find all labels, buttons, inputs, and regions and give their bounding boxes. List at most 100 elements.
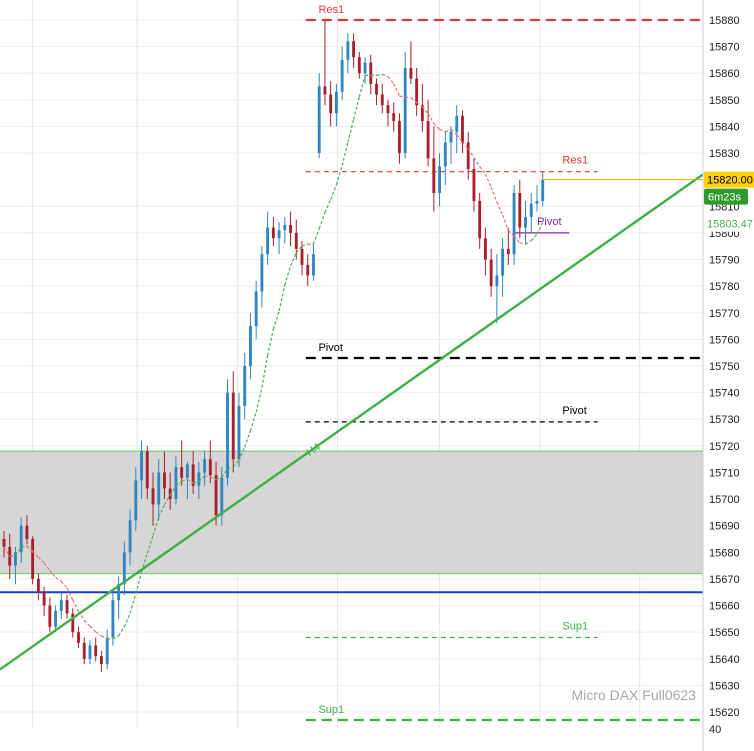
candle-body <box>122 552 126 585</box>
price-axis-tick: 15830 <box>709 148 740 160</box>
candle-body <box>36 578 40 593</box>
price-axis-tick: 15760 <box>709 334 740 346</box>
candle-body <box>398 121 401 154</box>
trendline-h4[interactable] <box>0 173 704 671</box>
candle-body <box>420 105 424 122</box>
candle-body <box>529 203 533 217</box>
candle-body <box>197 472 201 486</box>
price-axis-tick: 15670 <box>709 574 740 586</box>
countdown-text: 6m23s <box>708 192 742 204</box>
price-axis-tick: 15630 <box>709 680 740 692</box>
moving-average-segment <box>427 113 435 124</box>
moving-average-segment <box>272 310 280 330</box>
candle-body <box>117 584 121 601</box>
moving-average-segment <box>496 201 504 216</box>
candle-body <box>323 86 327 95</box>
moving-average-segment <box>135 571 143 594</box>
candle-body <box>82 642 86 659</box>
price-axis-tick: 15780 <box>709 281 740 293</box>
candle-body <box>329 94 333 114</box>
candle-body <box>334 91 338 114</box>
candle-body <box>99 656 103 665</box>
moving-average-segment <box>221 468 229 478</box>
moving-average-segment <box>484 173 492 188</box>
price-axis-tick: 15650 <box>709 627 740 639</box>
moving-average-segment <box>101 635 108 640</box>
moving-average-segment <box>530 233 538 241</box>
candle-body <box>266 227 270 255</box>
moving-average-segment <box>502 214 509 231</box>
moving-average-segment <box>376 73 383 76</box>
price-axis-tick: 15880 <box>709 15 740 27</box>
moving-average-segment <box>490 187 498 203</box>
candle-body <box>449 131 453 143</box>
ma-value-text: 15803.47 <box>707 219 753 231</box>
moving-average-segment <box>83 619 91 627</box>
candle-body <box>59 600 63 611</box>
moving-average-segment <box>192 480 200 484</box>
candle-body <box>237 405 241 460</box>
moving-average-segment <box>536 222 544 235</box>
candle-body <box>461 115 464 143</box>
moving-average-segment <box>324 199 332 213</box>
candle-body <box>65 600 69 614</box>
moving-average-segment <box>158 504 166 518</box>
moving-average-segment <box>21 545 28 549</box>
moving-average-segment <box>410 97 418 103</box>
moving-average-segment <box>421 106 429 115</box>
moving-average-segment <box>49 569 57 578</box>
candle-body <box>380 94 384 106</box>
candle-body <box>25 525 29 540</box>
price-axis-tick: 15690 <box>709 521 740 533</box>
moving-average-segment <box>55 576 62 582</box>
level-label-4: Pivot <box>562 405 586 417</box>
moving-average-segment <box>462 141 469 150</box>
moving-average-segment <box>146 535 154 554</box>
candle-body <box>71 613 75 633</box>
candle-body <box>375 83 378 95</box>
candle-body <box>415 78 419 106</box>
moving-average-segment <box>513 235 521 244</box>
price-axis-tick: 15700 <box>709 494 740 506</box>
candle-body <box>501 248 505 276</box>
candle-body <box>506 248 510 255</box>
candle-body <box>317 86 321 154</box>
moving-average-segment <box>112 635 119 640</box>
moving-average-segment <box>387 76 395 84</box>
candle-body <box>140 451 143 481</box>
candle-body <box>535 200 539 204</box>
moving-average-segment <box>227 466 234 470</box>
candle-body <box>283 224 287 231</box>
candle-body <box>145 451 149 489</box>
moving-average-segment <box>433 123 440 130</box>
moving-average-segment <box>169 485 177 496</box>
candle-body <box>409 67 413 79</box>
moving-average-segment <box>249 411 257 431</box>
moving-average-segment <box>152 516 160 536</box>
moving-average-segment <box>187 478 194 484</box>
level-label-1: Res1 <box>562 155 588 167</box>
candle-body <box>478 200 482 239</box>
moving-average-segment <box>198 475 205 482</box>
moving-average-segment <box>255 387 263 413</box>
moving-average-segment <box>416 101 423 108</box>
moving-average-segment <box>210 476 217 481</box>
candle-body <box>77 632 80 643</box>
candle-body <box>312 254 315 276</box>
bottom-axis-label: 40 <box>709 724 721 736</box>
candle-body <box>111 600 115 638</box>
candle-body <box>524 216 527 228</box>
candle-body <box>426 121 430 159</box>
level-label-3: Pivot <box>318 342 342 354</box>
candle-body <box>134 480 138 521</box>
candle-body <box>271 227 275 239</box>
moving-average-segment <box>163 494 171 506</box>
candle-body <box>174 467 178 500</box>
candle-body <box>2 539 6 547</box>
moving-average-segment <box>14 547 22 556</box>
candle-body <box>363 62 367 74</box>
price-axis-tick: 15660 <box>709 601 740 613</box>
moving-average-segment <box>95 631 102 637</box>
